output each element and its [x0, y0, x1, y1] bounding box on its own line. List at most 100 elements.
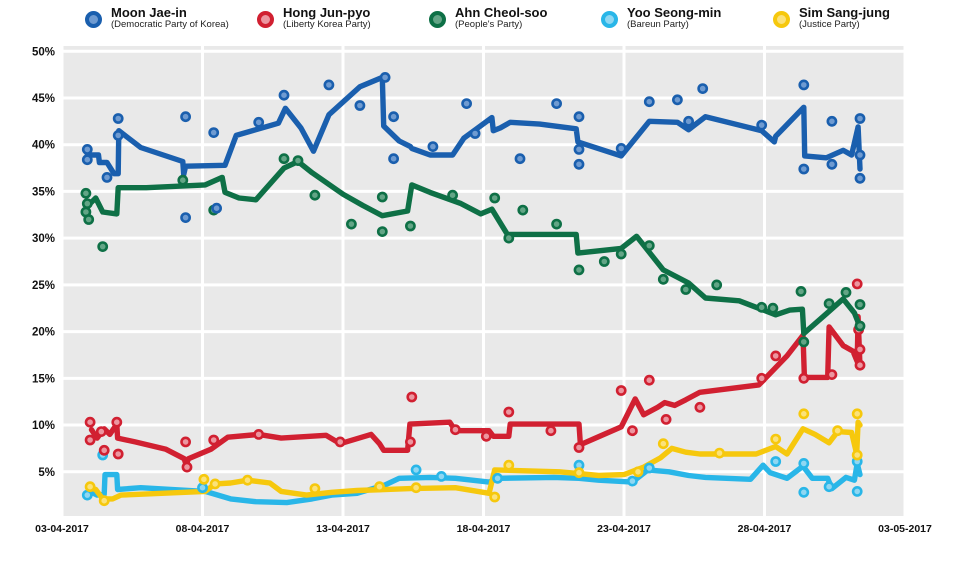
x-axis-tick-label: 13-04-2017 — [316, 523, 370, 535]
poll-point-sim-sang-jung — [714, 447, 725, 459]
poll-point-ahn-cheol-soo — [83, 214, 95, 225]
x-axis-tick-label: 23-04-2017 — [597, 523, 651, 535]
y-axis-tick-label: 25% — [32, 280, 55, 292]
poll-point-hong-jun-pyo — [627, 425, 638, 437]
poll-point-ahn-cheol-soo — [97, 241, 109, 252]
poll-point-ahn-cheol-soo — [854, 299, 866, 310]
poll-point-sim-sang-jung — [573, 467, 585, 479]
poll-point-hong-jun-pyo — [756, 372, 768, 384]
poll-point-sim-sang-jung — [242, 474, 253, 486]
poll-point-hong-jun-pyo — [854, 343, 866, 355]
poll-point-yoo-seong-min — [823, 481, 835, 493]
party-name: (Democratic Party of Korea) — [111, 18, 229, 30]
poll-point-moon-jae-in — [379, 72, 391, 83]
poll-point-yoo-seong-min — [410, 464, 422, 476]
poll-point-ahn-cheol-soo — [840, 286, 852, 298]
poll-point-hong-jun-pyo — [111, 416, 123, 428]
candidate-name: Moon Jae-in — [111, 5, 187, 20]
poll-point-ahn-cheol-soo — [615, 248, 627, 260]
poll-point-moon-jae-in — [469, 128, 481, 139]
y-axis-tick-label: 40% — [32, 140, 55, 152]
poll-point-moon-jae-in — [798, 163, 810, 175]
poll-point-moon-jae-in — [798, 79, 810, 91]
poll-point-sim-sang-jung — [851, 449, 863, 461]
poll-point-hong-jun-pyo — [573, 442, 585, 453]
poll-point-moon-jae-in — [854, 172, 866, 184]
poll-point-hong-jun-pyo — [826, 369, 838, 380]
poll-point-hong-jun-pyo — [770, 350, 782, 362]
poll-point-moon-jae-in — [683, 115, 694, 127]
poll-point-hong-jun-pyo — [798, 372, 810, 384]
poll-point-ahn-cheol-soo — [278, 153, 290, 165]
poll-point-sim-sang-jung — [84, 481, 96, 493]
trend-line-moon-jae-in — [84, 74, 863, 178]
poll-point-hong-jun-pyo — [112, 448, 124, 460]
poll-point-ahn-cheol-soo — [711, 279, 723, 291]
poll-point-sim-sang-jung — [503, 459, 515, 471]
poll-point-ahn-cheol-soo — [756, 301, 768, 313]
polling-line-chart: 5% 10% 15% 20% 25% 30% 35% 40% 45% 50% 03-04-2017 0… — [32, 46, 932, 535]
legend-item-hong-jun-pyo: Hong Jun-pyo (Liberty Korea Party) — [257, 6, 371, 30]
poll-point-ahn-cheol-soo — [798, 336, 810, 348]
poll-point-sim-sang-jung — [410, 482, 422, 494]
party-name: (People's Party) — [455, 18, 523, 30]
poll-point-moon-jae-in — [854, 149, 866, 161]
legend-item-yoo-seong-min: Yoo Seong-min (Bareun Party) — [601, 6, 721, 30]
poll-point-hong-jun-pyo — [208, 434, 220, 446]
legend-color-icon — [85, 11, 102, 28]
y-axis-tick-label: 50% — [32, 46, 55, 58]
poll-point-moon-jae-in — [697, 83, 709, 94]
poll-point-hong-jun-pyo — [643, 374, 655, 386]
chart-legend: Moon Jae-in (Democratic Party of Korea) … — [0, 6, 960, 40]
legend-color-icon — [601, 11, 618, 28]
poll-point-yoo-seong-min — [435, 470, 447, 482]
poll-point-hong-jun-pyo — [404, 436, 416, 448]
poll-point-hong-jun-pyo — [181, 461, 193, 473]
poll-point-yoo-seong-min — [627, 475, 638, 487]
poll-point-moon-jae-in — [388, 111, 399, 123]
poll-point-moon-jae-in — [101, 171, 113, 183]
poll-point-moon-jae-in — [461, 98, 472, 109]
poll-point-moon-jae-in — [112, 113, 124, 124]
trend-line-ahn-cheol-soo — [84, 158, 863, 337]
poll-point-yoo-seong-min — [770, 456, 782, 467]
poll-point-yoo-seong-min — [798, 486, 810, 498]
poll-point-moon-jae-in — [427, 141, 439, 152]
legend-color-icon — [257, 11, 274, 28]
poll-point-hong-jun-pyo — [334, 436, 346, 448]
poll-point-moon-jae-in — [180, 111, 191, 123]
poll-point-ahn-cheol-soo — [503, 232, 515, 244]
poll-point-moon-jae-in — [672, 94, 683, 106]
poll-point-moon-jae-in — [573, 111, 585, 123]
poll-point-hong-jun-pyo — [660, 413, 672, 425]
x-axis-tick-label: 28-04-2017 — [738, 523, 792, 535]
y-axis-tick-label: 10% — [32, 420, 55, 432]
poll-point-moon-jae-in — [388, 153, 399, 165]
poll-point-ahn-cheol-soo — [309, 189, 321, 201]
poll-point-sim-sang-jung — [632, 466, 644, 478]
poll-point-moon-jae-in — [81, 154, 93, 166]
candidate-name: Hong Jun-pyo — [283, 5, 371, 20]
poll-point-moon-jae-in — [278, 89, 290, 101]
x-axis-tick-label: 08-04-2017 — [176, 523, 230, 535]
poll-point-sim-sang-jung — [374, 481, 385, 493]
poll-point-moon-jae-in — [208, 127, 220, 139]
poll-point-ahn-cheol-soo — [489, 192, 501, 204]
poll-point-moon-jae-in — [551, 98, 562, 109]
poll-point-ahn-cheol-soo — [598, 256, 610, 267]
poll-point-ahn-cheol-soo — [551, 218, 562, 230]
poll-point-ahn-cheol-soo — [81, 198, 93, 209]
poll-point-hong-jun-pyo — [694, 401, 706, 413]
poll-point-ahn-cheol-soo — [517, 204, 529, 216]
candidate-name: Ahn Cheol-soo — [455, 5, 548, 20]
poll-point-hong-jun-pyo — [480, 430, 492, 442]
poll-point-moon-jae-in — [354, 100, 366, 111]
legend-item-moon-jae-in: Moon Jae-in (Democratic Party of Korea) — [85, 6, 229, 30]
poll-point-moon-jae-in — [643, 96, 655, 108]
poll-point-hong-jun-pyo — [84, 434, 96, 446]
y-axis-tick-label: 35% — [32, 186, 55, 198]
poll-point-yoo-seong-min — [81, 489, 93, 501]
poll-point-ahn-cheol-soo — [795, 285, 807, 297]
poll-point-ahn-cheol-soo — [80, 187, 92, 199]
